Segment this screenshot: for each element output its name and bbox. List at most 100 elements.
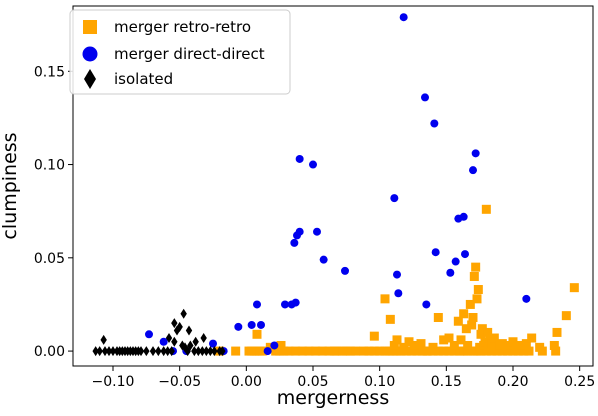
circle-marker xyxy=(263,347,272,356)
square-marker xyxy=(359,346,369,356)
diamond-marker xyxy=(155,346,162,357)
circle-marker xyxy=(145,330,153,339)
circle-marker xyxy=(159,337,168,346)
square-marker xyxy=(279,346,289,356)
x-tick-label: 0.00 xyxy=(231,374,262,390)
diamond-marker xyxy=(105,346,113,357)
square-marker xyxy=(276,340,286,350)
diamond-marker xyxy=(165,333,173,344)
legend-label-retro-retro: merger retro-retro xyxy=(114,18,251,36)
circle-marker xyxy=(390,194,399,203)
square-marker xyxy=(252,329,262,339)
square-marker xyxy=(449,340,459,350)
square-marker xyxy=(569,283,579,293)
square-marker xyxy=(324,346,334,356)
diamond-marker xyxy=(195,346,202,357)
square-marker xyxy=(407,346,417,356)
square-marker xyxy=(392,335,402,345)
square-marker xyxy=(516,340,526,350)
square-marker xyxy=(480,337,490,347)
diamond-marker xyxy=(180,308,187,319)
circle-marker xyxy=(393,270,401,279)
square-marker xyxy=(487,339,497,349)
square-marker xyxy=(311,346,321,356)
square-marker xyxy=(527,333,537,343)
square-marker xyxy=(329,346,339,356)
diamond-marker xyxy=(171,336,178,347)
square-marker xyxy=(297,346,307,356)
legend-marker-isolated xyxy=(84,69,96,89)
square-marker xyxy=(552,327,562,337)
square-marker xyxy=(444,333,454,343)
legend-marker-retro-retro xyxy=(83,20,97,34)
square-marker xyxy=(489,333,499,343)
circle-marker xyxy=(281,300,289,309)
x-tick-label: 0.05 xyxy=(297,374,328,390)
diamond-marker xyxy=(92,346,99,357)
square-marker xyxy=(375,346,385,356)
x-tick-label: −0.10 xyxy=(92,374,135,390)
square-marker xyxy=(521,339,531,349)
square-marker xyxy=(291,346,301,356)
square-marker xyxy=(453,316,463,326)
square-marker xyxy=(481,204,491,214)
circle-marker xyxy=(257,320,265,329)
diamond-marker xyxy=(192,336,199,347)
legend-marker-direct-direct xyxy=(82,46,98,62)
diamond-marker xyxy=(199,346,206,357)
legend-label-isolated: isolated xyxy=(114,70,173,88)
diamond-marker xyxy=(176,321,183,332)
diamond-marker xyxy=(137,346,145,357)
square-marker xyxy=(421,346,431,356)
circle-marker xyxy=(459,212,468,221)
diamond-marker xyxy=(168,346,175,357)
plot-frame xyxy=(72,5,594,367)
square-marker xyxy=(428,342,438,352)
circle-marker xyxy=(422,300,431,309)
square-marker xyxy=(535,342,545,352)
y-tick-label: 0.05 xyxy=(34,251,65,267)
diamond-marker xyxy=(101,346,109,357)
diamond-marker xyxy=(191,346,198,357)
square-marker xyxy=(409,340,419,350)
y-tick-label: 0.00 xyxy=(34,344,65,360)
circle-marker xyxy=(446,268,455,277)
circle-marker xyxy=(461,250,469,259)
series-0 xyxy=(215,204,579,356)
square-marker xyxy=(549,340,559,350)
circle-marker xyxy=(234,322,243,331)
diamond-marker xyxy=(207,346,214,357)
square-marker xyxy=(449,346,459,356)
square-marker xyxy=(385,314,395,324)
diamond-marker xyxy=(143,346,150,357)
circle-marker xyxy=(394,289,403,298)
diamond-marker xyxy=(203,346,210,357)
square-marker xyxy=(317,346,327,356)
square-marker xyxy=(551,346,561,356)
legend-label-direct-direct: merger direct-direct xyxy=(114,45,265,63)
circle-marker xyxy=(319,255,328,264)
square-marker xyxy=(459,309,469,319)
circle-marker xyxy=(421,93,429,102)
square-marker xyxy=(472,294,482,304)
circle-marker xyxy=(313,227,321,236)
x-tick-label: 0.20 xyxy=(497,374,528,390)
square-marker xyxy=(433,346,443,356)
square-marker xyxy=(404,337,414,347)
square-marker xyxy=(257,346,267,356)
circle-marker xyxy=(209,339,217,348)
square-marker xyxy=(439,335,449,345)
diamond-marker xyxy=(187,340,194,351)
square-marker xyxy=(433,313,443,323)
diamond-marker xyxy=(100,334,107,345)
diamond-marker xyxy=(211,346,218,357)
square-marker xyxy=(389,340,399,350)
square-marker xyxy=(561,311,571,321)
diamond-marker xyxy=(219,346,226,357)
square-marker xyxy=(351,346,361,356)
square-marker xyxy=(519,346,529,356)
square-marker xyxy=(467,320,477,330)
circle-marker xyxy=(451,257,460,266)
square-marker xyxy=(463,340,473,350)
